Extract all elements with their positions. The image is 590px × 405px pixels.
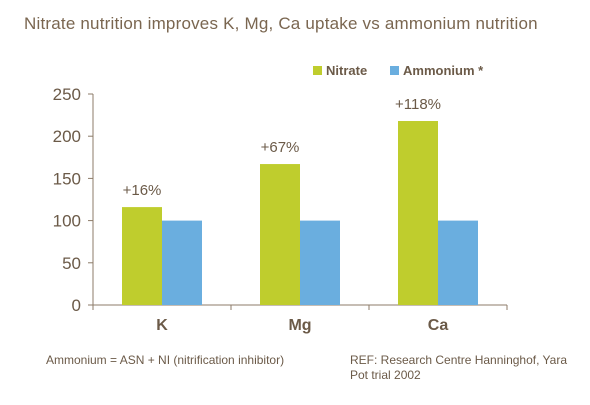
bar-ammonium-ca	[438, 220, 478, 305]
bar-annotation: +67%	[261, 139, 300, 156]
bar-ammonium-mg	[300, 220, 340, 305]
x-tick-label: K	[156, 317, 168, 334]
legend-swatch	[390, 66, 399, 75]
chart-title: Nitrate nutrition improves K, Mg, Ca upt…	[24, 14, 538, 33]
y-tick-label: 250	[53, 85, 81, 104]
bar-nitrate-ca	[398, 121, 438, 306]
bar-annotation: +16%	[123, 182, 162, 199]
y-tick-label: 150	[53, 169, 81, 188]
legend-swatch	[313, 66, 322, 75]
y-tick-label: 0	[72, 296, 81, 315]
bar-annotation: +118%	[395, 96, 441, 113]
x-tick-label: Ca	[428, 317, 449, 334]
y-tick-label: 100	[53, 212, 81, 231]
y-tick-label: 200	[53, 127, 81, 146]
legend-label: Ammonium *	[403, 63, 484, 78]
footnote: Ammonium = ASN + NI (nitrification inhib…	[46, 353, 285, 367]
x-tick-label: Mg	[288, 317, 311, 334]
bar-nitrate-k	[122, 207, 162, 305]
bar-ammonium-k	[162, 220, 202, 305]
legend-label: Nitrate	[326, 63, 367, 78]
reference-note: REF: Research Centre Hanninghof, Yara Po…	[350, 353, 568, 382]
bar-nitrate-mg	[260, 164, 300, 305]
y-tick-label: 50	[62, 254, 81, 273]
